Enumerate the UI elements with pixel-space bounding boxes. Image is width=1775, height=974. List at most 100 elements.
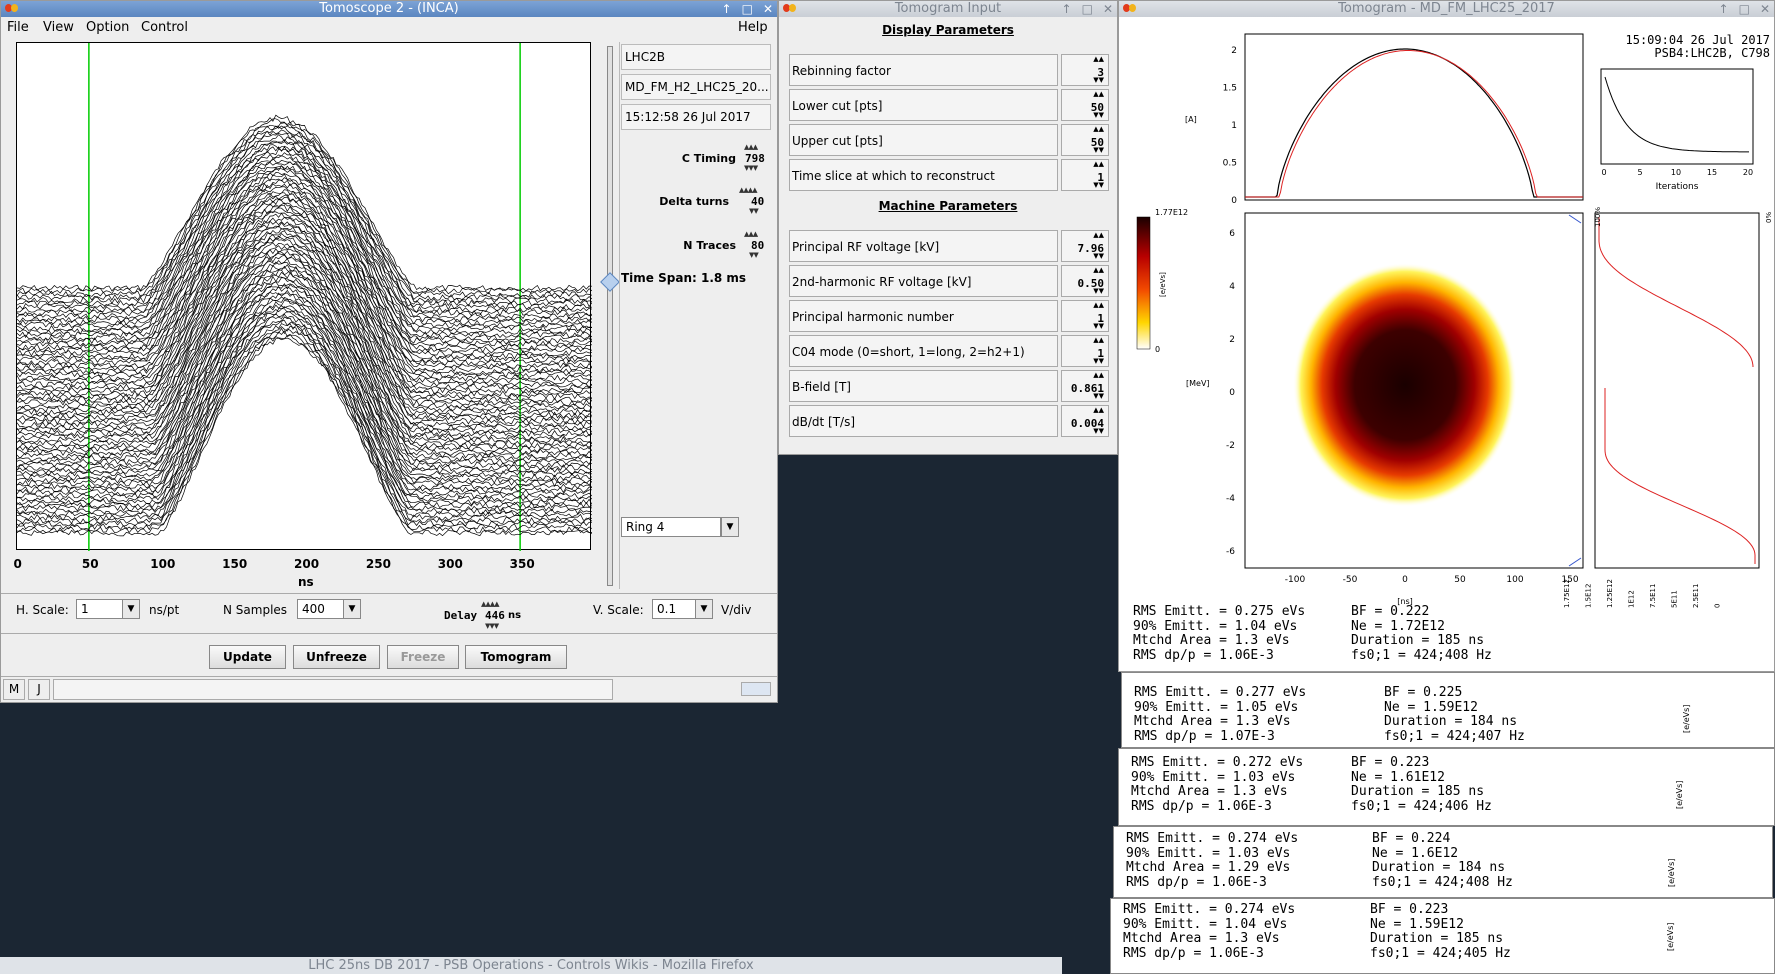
increment-icon[interactable]: ▲▲ — [1093, 125, 1104, 133]
h-scale-chevron-down-icon[interactable]: ▼ — [122, 599, 140, 619]
iterations-x-tick-label: 15 — [1707, 168, 1717, 177]
param-spinner[interactable]: ▲▲ 3 ▼▼ — [1061, 54, 1109, 86]
maximize-icon[interactable]: □ — [741, 2, 753, 16]
delay-down-icon[interactable]: ▼▼▼ — [485, 622, 499, 630]
increment-icon[interactable]: ▲▲ — [1093, 371, 1104, 379]
n-traces-down-icon[interactable]: ▼▼ — [749, 251, 759, 259]
param-value[interactable]: 0.004 — [1070, 417, 1104, 430]
measured-profile-line — [1245, 48, 1583, 198]
iterations-x-tick-label: 0 — [1601, 168, 1606, 177]
param-spinner[interactable]: ▲▲ 0.861 ▼▼ — [1061, 370, 1109, 402]
result-panel-4[interactable]: RMS Emitt. = 0.274 eVs 90% Emitt. = 1.04… — [1110, 898, 1775, 974]
menu-option[interactable]: Option — [86, 20, 130, 35]
param-value[interactable]: 1 — [1097, 171, 1104, 184]
increment-icon[interactable]: ▲▲ — [1093, 160, 1104, 168]
decrement-icon[interactable]: ▼▼ — [1093, 322, 1104, 330]
param-spinner[interactable]: ▲▲ 1 ▼▼ — [1061, 300, 1109, 332]
delay-up-icon[interactable]: ▲▲▲▲ — [481, 600, 500, 608]
c-timing-down-icon[interactable]: ▼▼▼ — [744, 164, 758, 172]
ring-select[interactable]: Ring 4 — [621, 517, 721, 537]
phase-y-tick-label: -4 — [1226, 494, 1235, 504]
synchrotron-freq: fs0;1 = 424;408 Hz — [1372, 874, 1513, 890]
v-scale-chevron-down-icon[interactable]: ▼ — [695, 599, 713, 619]
param-value[interactable]: 0.861 — [1070, 382, 1104, 395]
n-traces-up-icon[interactable]: ▲▲▲ — [744, 230, 758, 238]
close-icon[interactable]: ✕ — [762, 2, 773, 16]
decrement-icon[interactable]: ▼▼ — [1093, 146, 1104, 154]
status-j[interactable]: J — [28, 679, 50, 700]
increment-icon[interactable]: ▲▲ — [1093, 90, 1104, 98]
maximize-icon[interactable]: □ — [1081, 2, 1093, 16]
n-samples-select[interactable]: 400 — [297, 599, 345, 619]
c-timing-up-icon[interactable]: ▲▲▲ — [744, 143, 758, 151]
v-scale-select[interactable]: 0.1 — [652, 599, 702, 619]
freeze-button[interactable]: Freeze — [387, 645, 459, 669]
bunch-trace — [16, 232, 592, 422]
param-value[interactable]: 3 — [1097, 66, 1104, 79]
n-traces-value[interactable]: 80 — [751, 239, 765, 252]
param-spinner[interactable]: ▲▲ 1 ▼▼ — [1061, 159, 1109, 191]
minimize-icon[interactable]: ↑ — [1061, 2, 1072, 16]
result-panel-1[interactable]: RMS Emitt. = 0.277 eVs 90% Emitt. = 1.05… — [1121, 672, 1775, 748]
decrement-icon[interactable]: ▼▼ — [1093, 287, 1104, 295]
result-2-left: RMS Emitt. = 0.272 eVs 90% Emitt. = 1.03… — [1131, 755, 1303, 814]
delta-turns-value[interactable]: 40 — [751, 195, 765, 208]
c-timing-value[interactable]: 798 — [745, 152, 765, 165]
result-panel-3[interactable]: RMS Emitt. = 0.274 eVs 90% Emitt. = 1.03… — [1113, 826, 1773, 898]
tomoscope-titlebar[interactable]: Tomoscope 2 - (INCA) ↑ □ ✕ — [1, 1, 777, 17]
menu-control[interactable]: Control — [141, 20, 188, 35]
menu-view[interactable]: View — [43, 20, 74, 35]
minimize-icon[interactable]: ↑ — [1718, 2, 1729, 16]
param-value[interactable]: 0.50 — [1077, 277, 1105, 290]
delay-value[interactable]: 446 — [485, 609, 505, 622]
param-value[interactable]: 1 — [1097, 347, 1104, 360]
param-spinner[interactable]: ▲▲ 50 ▼▼ — [1061, 124, 1109, 156]
delta-turns-up-icon[interactable]: ▲▲▲▲ — [739, 186, 758, 194]
increment-icon[interactable]: ▲▲ — [1093, 406, 1104, 414]
tomogram-input-titlebar[interactable]: Tomogram Input ↑ □ ✕ — [779, 1, 1117, 17]
param-value[interactable]: 50 — [1090, 136, 1104, 149]
decrement-icon[interactable]: ▼▼ — [1093, 111, 1104, 119]
increment-icon[interactable]: ▲▲ — [1093, 301, 1104, 309]
n-samples-chevron-down-icon[interactable]: ▼ — [343, 599, 361, 619]
decrement-icon[interactable]: ▼▼ — [1093, 181, 1104, 189]
menu-help[interactable]: Help — [738, 20, 768, 35]
unfreeze-button[interactable]: Unfreeze — [293, 645, 380, 669]
menu-file[interactable]: File — [7, 20, 29, 35]
param-spinner[interactable]: ▲▲ 0.004 ▼▼ — [1061, 405, 1109, 437]
decrement-icon[interactable]: ▼▼ — [1093, 392, 1104, 400]
decrement-icon[interactable]: ▼▼ — [1093, 76, 1104, 84]
increment-icon[interactable]: ▲▲ — [1093, 266, 1104, 274]
increment-icon[interactable]: ▲▲ — [1093, 231, 1104, 239]
close-icon[interactable]: ✕ — [1759, 2, 1770, 16]
increment-icon[interactable]: ▲▲ — [1093, 55, 1104, 63]
param-value[interactable]: 50 — [1090, 101, 1104, 114]
result-panel-2[interactable]: RMS Emitt. = 0.272 eVs 90% Emitt. = 1.03… — [1118, 748, 1775, 826]
minimize-icon[interactable]: ↑ — [721, 2, 732, 16]
n-particles: Ne = 1.72E12 — [1351, 618, 1445, 634]
param-spinner[interactable]: ▲▲ 7.96 ▼▼ — [1061, 230, 1109, 262]
trace-slider-track[interactable] — [607, 46, 613, 586]
param-value[interactable]: 7.96 — [1077, 242, 1105, 255]
h-scale-select[interactable]: 1 — [76, 599, 126, 619]
bunch-trace — [16, 228, 593, 416]
close-icon[interactable]: ✕ — [1102, 2, 1113, 16]
param-value[interactable]: 1 — [1097, 312, 1104, 325]
update-button[interactable]: Update — [209, 645, 286, 669]
increment-icon[interactable]: ▲▲ — [1093, 336, 1104, 344]
trace-slider-handle[interactable] — [600, 272, 620, 292]
maximize-icon[interactable]: □ — [1738, 2, 1750, 16]
status-m[interactable]: M — [3, 679, 25, 700]
resize-grip-icon[interactable] — [741, 682, 771, 696]
param-spinner[interactable]: ▲▲ 1 ▼▼ — [1061, 335, 1109, 367]
param-spinner[interactable]: ▲▲ 0.50 ▼▼ — [1061, 265, 1109, 297]
decrement-icon[interactable]: ▼▼ — [1093, 427, 1104, 435]
decrement-icon[interactable]: ▼▼ — [1093, 252, 1104, 260]
delta-turns-down-icon[interactable]: ▼▼ — [749, 207, 759, 215]
tomogram-titlebar[interactable]: Tomogram - MD_FM_LHC25_2017 ↑ □ ✕ — [1119, 1, 1774, 17]
firefox-window-titlebar[interactable]: LHC 25ns DB 2017 - PSB Operations - Cont… — [0, 957, 1062, 974]
tomogram-button[interactable]: Tomogram — [465, 645, 567, 669]
decrement-icon[interactable]: ▼▼ — [1093, 357, 1104, 365]
ring-select-chevron-down-icon[interactable]: ▼ — [721, 517, 739, 537]
param-spinner[interactable]: ▲▲ 50 ▼▼ — [1061, 89, 1109, 121]
